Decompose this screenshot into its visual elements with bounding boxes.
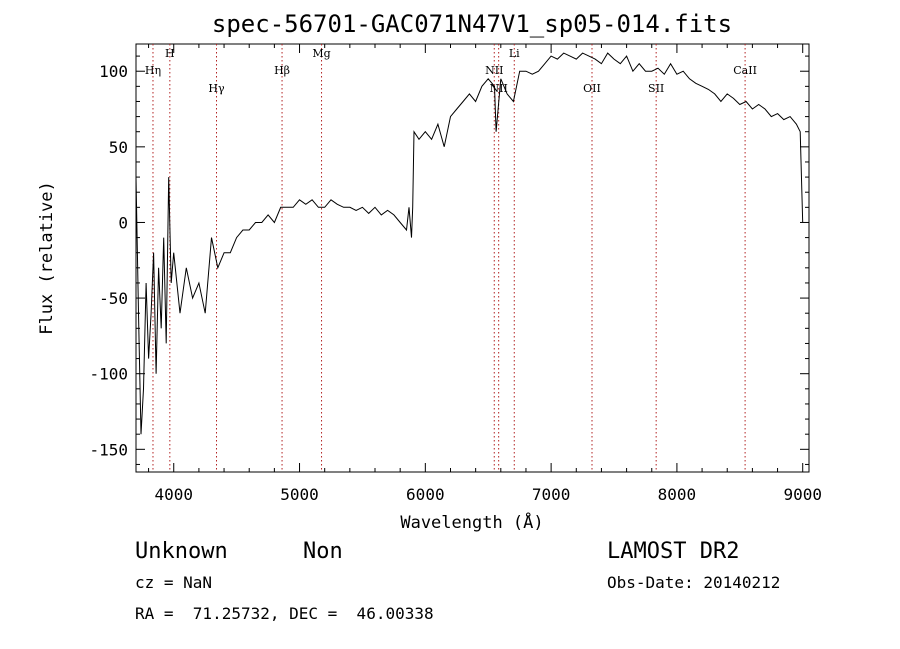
reference-line-label: Hγ	[208, 82, 225, 95]
ra-dec: RA = 71.25732, DEC = 46.00338	[135, 604, 434, 623]
spectrum-line	[135, 52, 804, 435]
reference-line-label: Hη	[145, 64, 161, 77]
reference-lines	[152, 44, 746, 472]
chart-title: spec-56701-GAC071N47V1_sp05-014.fits	[212, 10, 732, 38]
y-axis-ticks: -150 -100 -50 0 50 100	[89, 55, 809, 465]
x-tick-label: 5000	[280, 485, 319, 504]
reference-line-label: OII	[583, 82, 601, 95]
x-tick-label: 7000	[532, 485, 571, 504]
survey-name: LAMOST DR2	[607, 539, 739, 564]
object-subclass: Non	[303, 539, 343, 564]
x-tick-label: 9000	[783, 485, 822, 504]
reference-line-label: CaII	[733, 64, 757, 77]
reference-line-label: Hβ	[274, 64, 290, 77]
redshift-cz: cz = NaN	[135, 573, 212, 592]
y-tick-label: -50	[99, 289, 128, 308]
reference-line-label: Li	[509, 47, 520, 60]
y-tick-label: 100	[99, 62, 128, 81]
y-tick-label: 0	[118, 213, 128, 232]
object-class: Unknown	[135, 539, 228, 564]
y-tick-label: -150	[89, 440, 128, 459]
x-axis-label: Wavelength (Å)	[400, 511, 543, 533]
observation-date: Obs-Date: 20140212	[607, 573, 780, 592]
y-axis-label: Flux (relative)	[37, 181, 57, 335]
reference-line-label: NII	[485, 64, 503, 77]
x-axis-ticks: 4000 5000 6000 7000 8000 9000	[148, 44, 822, 504]
x-tick-label: 4000	[154, 485, 193, 504]
reference-line-label: H	[165, 47, 175, 60]
reference-line-label: SII	[648, 82, 664, 95]
reference-line-label: Mg	[312, 47, 330, 60]
y-tick-label: 50	[109, 138, 128, 157]
plot-frame	[135, 43, 810, 473]
x-tick-label: 6000	[406, 485, 445, 504]
y-tick-label: -100	[89, 365, 128, 384]
x-tick-label: 8000	[658, 485, 697, 504]
